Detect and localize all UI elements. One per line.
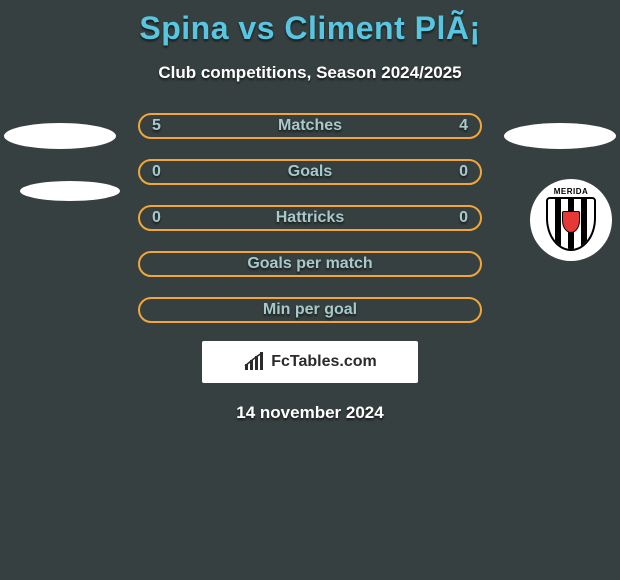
stat-label: Hattricks (276, 209, 344, 227)
stat-row-hattricks: 0 Hattricks 0 (138, 205, 482, 231)
stat-label: Goals per match (247, 255, 372, 273)
stat-label: Goals (288, 163, 332, 181)
stat-label: Matches (278, 117, 342, 135)
stat-row-goals: 0 Goals 0 (138, 159, 482, 185)
bar-chart-icon (243, 352, 267, 372)
club-badge-right: MERIDA (530, 179, 612, 261)
player-left-oval-2 (20, 181, 120, 201)
brand-text: FcTables.com (271, 353, 377, 371)
stat-right-value: 4 (459, 117, 468, 135)
stat-right-value: 0 (459, 163, 468, 181)
shield-icon: MERIDA (546, 189, 596, 251)
badge-label: MERIDA (548, 187, 594, 196)
stat-row-goals-per-match: Goals per match (138, 251, 482, 277)
stat-row-min-per-goal: Min per goal (138, 297, 482, 323)
page-subtitle: Club competitions, Season 2024/2025 (0, 63, 620, 83)
stat-left-value: 5 (152, 117, 161, 135)
stat-left-value: 0 (152, 209, 161, 227)
date-label: 14 november 2024 (0, 403, 620, 423)
player-left-oval-1 (4, 123, 116, 149)
page-title: Spina vs Climent PlÃ¡ (0, 0, 620, 47)
stat-row-matches: 5 Matches 4 (138, 113, 482, 139)
brand-box[interactable]: FcTables.com (202, 341, 418, 383)
stat-label: Min per goal (263, 301, 357, 319)
stat-left-value: 0 (152, 163, 161, 181)
player-right-oval (504, 123, 616, 149)
stat-right-value: 0 (459, 209, 468, 227)
